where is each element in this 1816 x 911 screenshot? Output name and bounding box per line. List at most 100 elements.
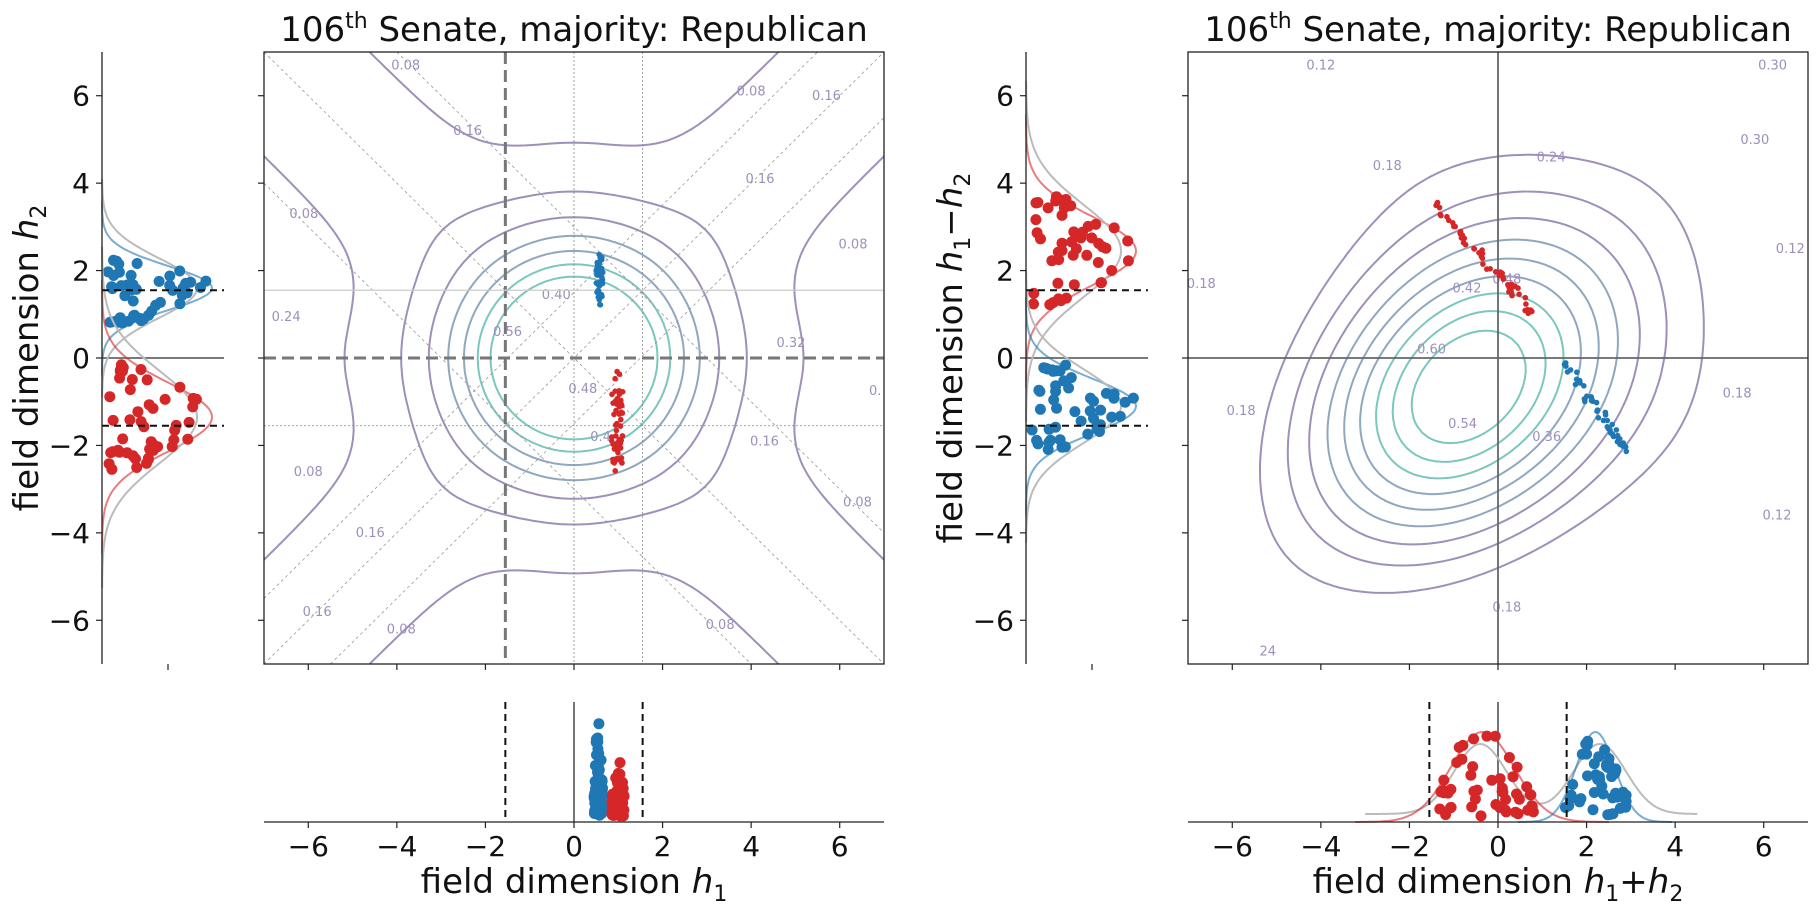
contour-line xyxy=(1308,217,1641,546)
marginal-point xyxy=(1095,404,1107,416)
contour-label: 0.08 xyxy=(839,238,868,253)
democrat-point xyxy=(1584,393,1590,400)
republican-point xyxy=(1522,307,1528,314)
democrat-point xyxy=(1589,396,1595,403)
left-xlabel: field dimension h1 xyxy=(421,862,728,907)
contour-label: 0.18 xyxy=(1373,159,1402,174)
republican-point xyxy=(618,455,625,461)
marginal-point xyxy=(1060,292,1072,304)
marginal-point xyxy=(102,266,114,278)
marginal-point xyxy=(1467,761,1479,773)
marginal-point xyxy=(113,258,125,270)
contour-label: 0.16 xyxy=(453,124,482,139)
marginal-point xyxy=(1032,438,1044,450)
marginal-point xyxy=(1445,802,1456,814)
marginal-point xyxy=(1092,257,1104,268)
republican-point xyxy=(1462,241,1469,248)
marginal-point xyxy=(1489,730,1501,742)
marginal-point xyxy=(591,806,603,818)
marginal-point xyxy=(1084,405,1096,417)
left-marginal-y-plot: −6 −4 −2 0 2 4 6 xyxy=(49,52,224,670)
marginal-point xyxy=(614,768,626,780)
marginal-point xyxy=(1106,411,1118,423)
republican-point xyxy=(615,398,622,405)
marginal-point xyxy=(1051,402,1063,414)
marginal-point xyxy=(143,399,155,411)
democrat-point xyxy=(1593,399,1600,406)
republican-point xyxy=(1512,283,1518,290)
republican-point xyxy=(614,440,621,446)
marginal-point xyxy=(1044,299,1056,311)
marginal-point xyxy=(1031,227,1043,239)
republican-point xyxy=(1459,232,1466,238)
contour-line xyxy=(476,263,672,453)
kde-curve-overall xyxy=(1025,80,1123,422)
republican-point xyxy=(611,446,618,452)
marginal-point xyxy=(1513,793,1525,805)
marginal-point xyxy=(1527,806,1539,818)
contour-label: 0.18 xyxy=(1492,601,1521,616)
democrat-point xyxy=(1619,441,1625,448)
marginal-point xyxy=(1475,810,1487,822)
republican-point xyxy=(1522,294,1529,301)
marginal-point xyxy=(166,441,178,453)
democrat-point xyxy=(1563,363,1569,370)
contour-line xyxy=(1375,292,1565,480)
y-tick-label: 0 xyxy=(72,342,90,375)
contour-label: 0.24 xyxy=(272,310,301,325)
democrat-point xyxy=(1613,427,1620,433)
democrat-point xyxy=(1609,421,1615,428)
contour-line xyxy=(463,249,685,467)
kde-curve xyxy=(1355,730,1609,823)
marginal-point xyxy=(113,266,125,278)
marginal-point xyxy=(1081,249,1093,261)
marginal-point xyxy=(141,457,152,469)
marginal-point xyxy=(124,384,136,396)
contour-label: 0.08 xyxy=(737,85,766,100)
marginal-point xyxy=(607,804,619,816)
democrat-point xyxy=(1567,367,1574,373)
marginal-point xyxy=(159,393,171,405)
contour-label: 0. xyxy=(869,384,881,399)
marginal-point xyxy=(106,463,118,475)
republican-point xyxy=(619,410,626,416)
marginal-point xyxy=(135,364,147,375)
republican-point xyxy=(1438,212,1444,219)
republican-point xyxy=(1529,308,1535,315)
contour-label: 0.08 xyxy=(294,465,323,480)
contour-label: 0.12 xyxy=(1763,509,1792,524)
marginal-point xyxy=(1500,794,1512,805)
marginal-point xyxy=(1620,789,1632,801)
y-tick-label: 6 xyxy=(996,80,1014,113)
marginal-point xyxy=(1028,298,1039,310)
right-chart-title: 106th Senate, majority: Republican xyxy=(1204,9,1792,50)
kde-curve xyxy=(101,280,213,554)
marginal-point xyxy=(167,284,179,296)
democrat-point xyxy=(1616,436,1623,442)
marginal-point xyxy=(1100,242,1112,254)
republican-point xyxy=(610,441,616,448)
contour-line xyxy=(1410,329,1527,445)
x-tick-label: 6 xyxy=(831,830,849,863)
republican-point xyxy=(1434,200,1440,206)
marginal-point xyxy=(1030,214,1042,226)
contour-label: 0.42 xyxy=(1453,281,1482,296)
marginal-point xyxy=(182,433,194,445)
marginal-point xyxy=(1510,806,1521,818)
democrat-point xyxy=(595,287,601,294)
marginal-point xyxy=(1038,362,1050,374)
marginal-point xyxy=(1560,802,1571,813)
republican-point xyxy=(609,391,615,398)
republican-point xyxy=(612,422,619,428)
marginal-point xyxy=(115,280,127,292)
democrat-point xyxy=(596,268,602,275)
marginal-point xyxy=(1582,735,1594,747)
marginal-point xyxy=(115,314,127,326)
contour-label: 24 xyxy=(1259,644,1276,659)
marginal-point xyxy=(1069,406,1081,418)
marginal-point xyxy=(1486,774,1498,786)
marginal-point xyxy=(1096,277,1107,289)
contour-label: 0.08 xyxy=(706,618,735,633)
republican-point xyxy=(1516,291,1522,298)
republican-point xyxy=(612,375,618,382)
